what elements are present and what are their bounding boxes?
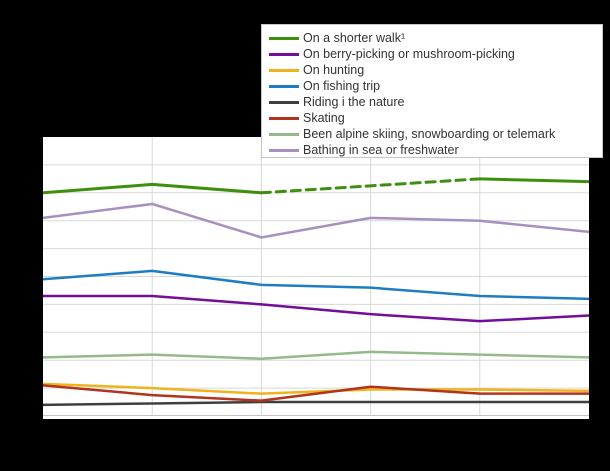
line-swatch-icon — [269, 68, 299, 72]
legend-label: On berry-picking or mushroom-picking — [303, 47, 515, 61]
legend-item: Skating — [269, 110, 594, 126]
series-line — [43, 269, 589, 301]
legend-label: Skating — [303, 111, 345, 125]
line-swatch-icon — [269, 52, 299, 56]
legend-item: On a shorter walk¹ — [269, 30, 594, 46]
line-swatch-icon — [269, 100, 299, 104]
series-line — [43, 182, 263, 195]
legend-label: On fishing trip — [303, 79, 381, 93]
legend-item: On fishing trip — [269, 78, 594, 94]
line-swatch-icon — [269, 132, 299, 136]
legend-item: On hunting — [269, 62, 594, 78]
series-line — [43, 350, 589, 361]
series-line — [43, 294, 589, 323]
line-swatch-icon — [269, 116, 299, 120]
series-line — [478, 177, 589, 184]
legend: On a shorter walk¹ On berry-picking or m… — [261, 24, 603, 158]
series-line — [43, 202, 589, 239]
series-line — [43, 382, 589, 395]
line-swatch-icon — [269, 36, 299, 40]
series-line — [259, 177, 482, 195]
series-line — [43, 384, 589, 402]
plot-area — [43, 137, 589, 419]
legend-item: Bathing in sea or freshwater — [269, 142, 594, 158]
legend-label: Been alpine skiing, snowboarding or tele… — [303, 127, 556, 141]
legend-item: On berry-picking or mushroom-picking — [269, 46, 594, 62]
chart-svg — [43, 137, 589, 416]
legend-item: Been alpine skiing, snowboarding or tele… — [269, 126, 594, 142]
line-swatch-icon — [269, 148, 299, 152]
legend-label: On hunting — [303, 63, 365, 77]
line-swatch-icon — [269, 84, 299, 88]
legend-label: On a shorter walk¹ — [303, 31, 406, 45]
legend-label: Bathing in sea or freshwater — [303, 143, 459, 157]
legend-item: Riding i the nature — [269, 94, 594, 110]
series-line — [43, 400, 589, 407]
legend-label: Riding i the nature — [303, 95, 405, 109]
